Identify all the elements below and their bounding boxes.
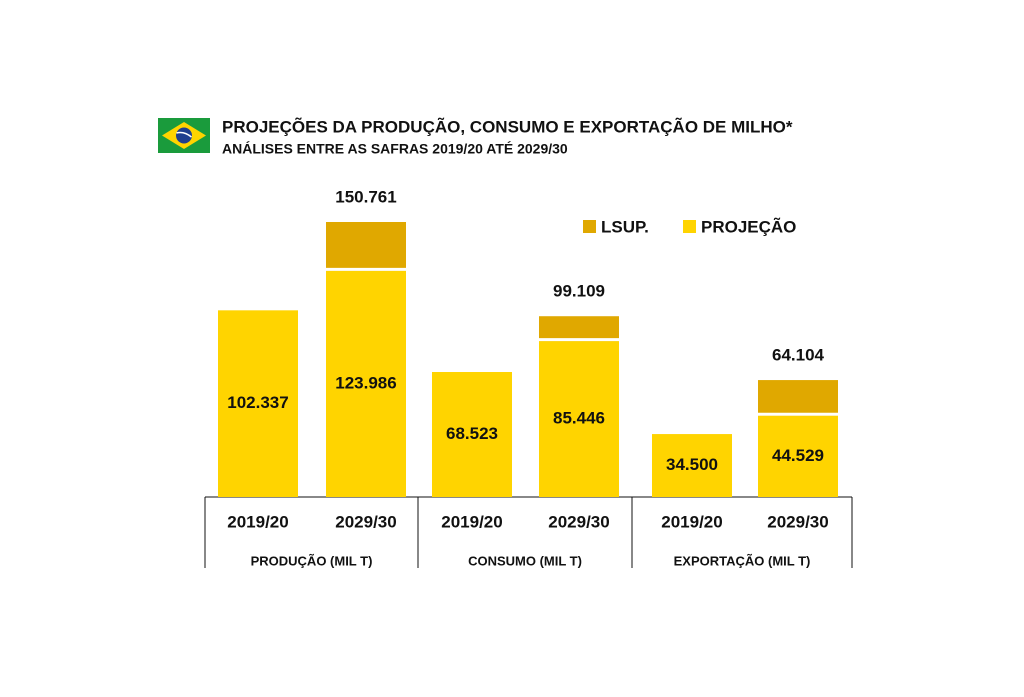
bar	[652, 434, 732, 497]
legend-swatch	[583, 220, 596, 233]
value-label: 44.529	[772, 446, 824, 465]
x-tick-label: 2029/30	[335, 512, 396, 531]
group-label: CONSUMO (MIL T)	[468, 553, 582, 568]
chart-title: PROJEÇÕES DA PRODUÇÃO, CONSUMO E EXPORTA…	[222, 116, 793, 136]
value-label: 68.523	[446, 424, 498, 443]
group-label: PRODUÇÃO (MIL T)	[251, 553, 373, 568]
value-label: 102.337	[227, 393, 288, 412]
value-label: 85.446	[553, 409, 605, 428]
legend-swatch	[683, 220, 696, 233]
value-label: 64.104	[772, 346, 825, 365]
value-label: 34.500	[666, 455, 718, 474]
bar	[326, 270, 406, 497]
x-tick-label: 2019/20	[661, 512, 722, 531]
x-tick-label: 2029/30	[548, 512, 609, 531]
bar	[758, 415, 838, 497]
x-tick-label: 2019/20	[441, 512, 502, 531]
legend-label: PROJEÇÃO	[701, 216, 796, 236]
value-label: 99.109	[553, 282, 605, 301]
bar	[432, 372, 512, 497]
chart-subtitle: ANÁLISES ENTRE AS SAFRAS 2019/20 ATÉ 202…	[222, 141, 568, 157]
bar	[218, 310, 298, 497]
value-label: 150.761	[335, 187, 396, 206]
value-label: 123.986	[335, 373, 396, 392]
brazil-flag	[158, 118, 210, 153]
bar	[539, 341, 619, 497]
group-label: EXPORTAÇÃO (MIL T)	[674, 553, 811, 568]
x-tick-label: 2019/20	[227, 512, 288, 531]
x-tick-label: 2029/30	[767, 512, 828, 531]
legend-label: LSUP.	[601, 217, 649, 236]
